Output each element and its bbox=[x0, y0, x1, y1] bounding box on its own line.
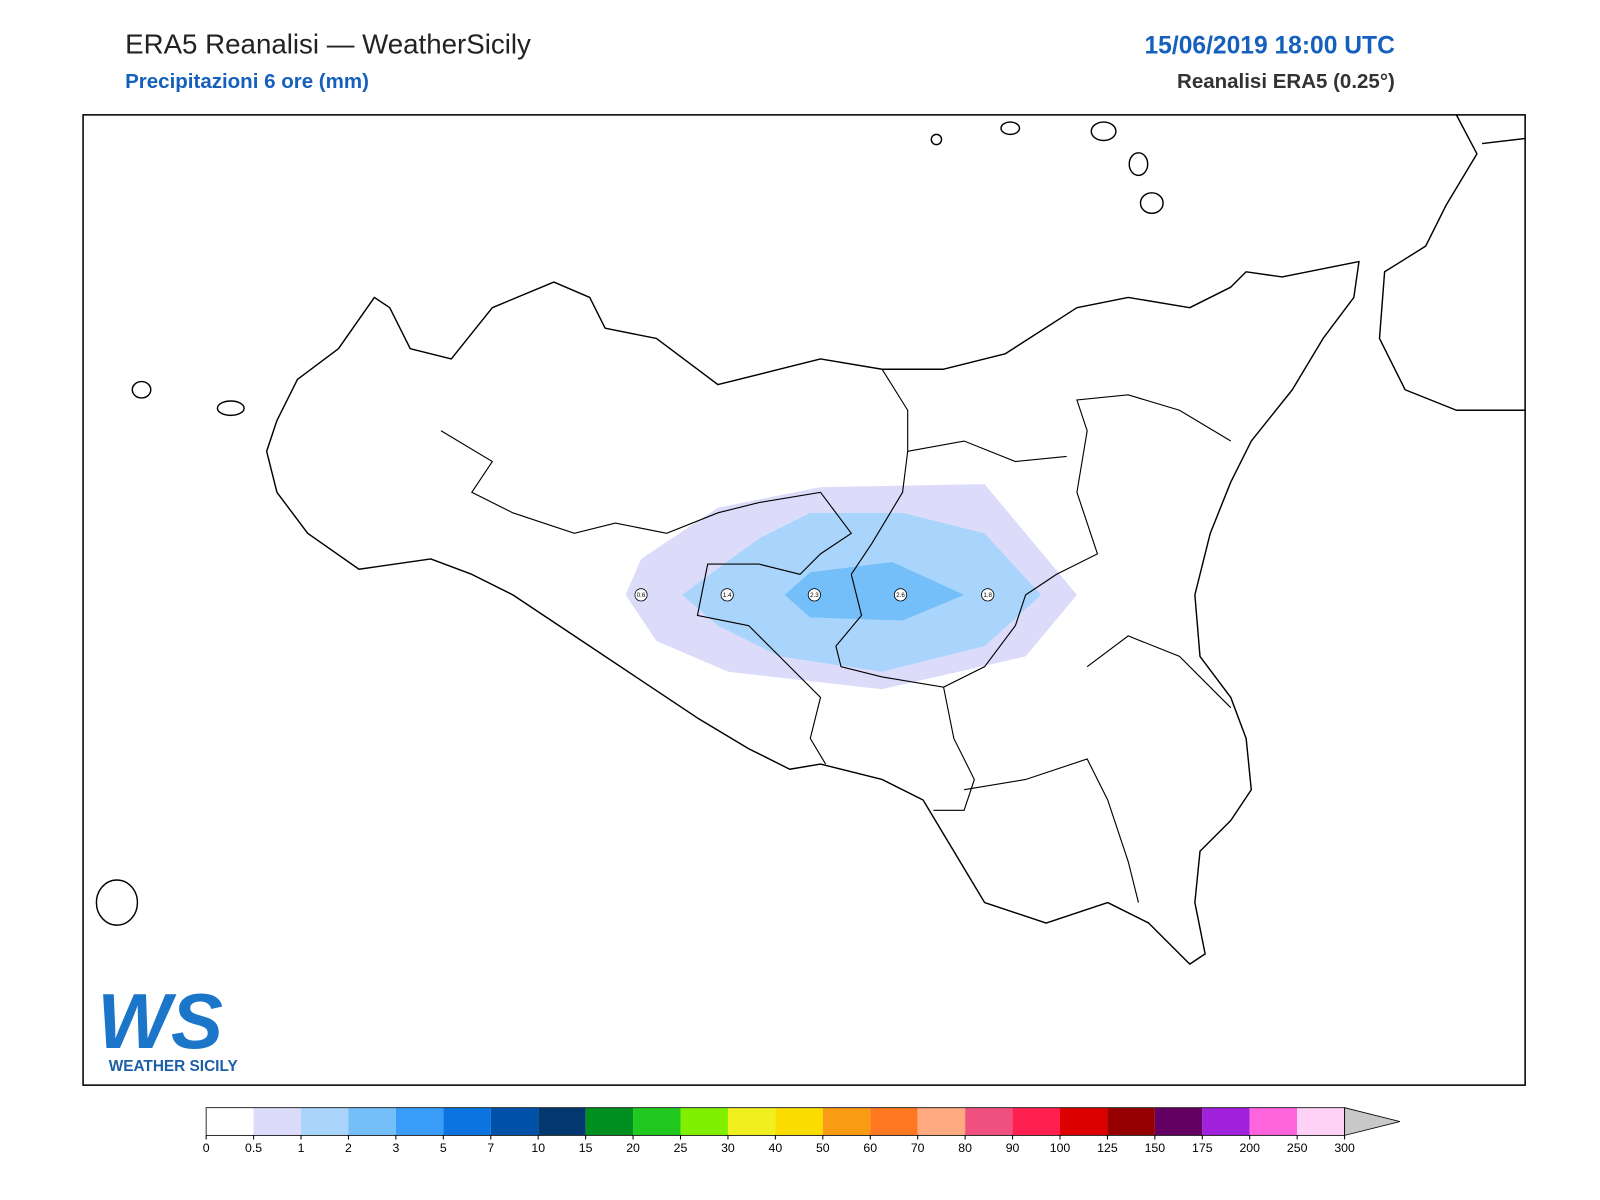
island bbox=[95, 879, 139, 926]
colorbar-label: 20 bbox=[626, 1141, 640, 1155]
colorbar-segment bbox=[253, 1107, 302, 1136]
precip-points: 0.6 1.4 2.3 2.6 1.8 bbox=[634, 588, 995, 602]
colorbar-segment bbox=[585, 1107, 634, 1136]
colorbar-label: 150 bbox=[1145, 1141, 1166, 1155]
colorbar-label: 7 bbox=[487, 1141, 494, 1155]
province-border bbox=[964, 758, 1140, 903]
colorbar-label: 0 bbox=[203, 1141, 210, 1155]
colorbar-segment bbox=[1154, 1107, 1203, 1136]
colorbar-label: 0.5 bbox=[245, 1141, 262, 1155]
point-value: 1.4 bbox=[723, 592, 732, 599]
colorbar-label: 10 bbox=[531, 1141, 545, 1155]
point-value: 2.6 bbox=[896, 592, 905, 599]
title: ERA5 Reanalisi — WeatherSicily bbox=[125, 28, 531, 59]
island bbox=[1128, 152, 1149, 177]
colorbar-label: 80 bbox=[958, 1141, 972, 1155]
colorbar-segment bbox=[680, 1107, 728, 1136]
colorbar-segment bbox=[206, 1107, 254, 1136]
colorbar-segment bbox=[775, 1107, 823, 1136]
province-border bbox=[907, 440, 1067, 463]
colorbar-segment bbox=[348, 1107, 396, 1136]
colorbar-label: 25 bbox=[674, 1141, 688, 1155]
colorbar-segment bbox=[1107, 1107, 1155, 1136]
point-value: 2.3 bbox=[810, 592, 819, 599]
colorbar-label: 1 bbox=[298, 1141, 305, 1155]
subtitle: Precipitazioni 6 ore (mm) bbox=[125, 70, 369, 93]
colorbar-label: 3 bbox=[392, 1141, 399, 1155]
colorbar-segment bbox=[1297, 1107, 1345, 1136]
colorbar: 0 0.5 1 2 3 5 7 10 15 20 25 30 40 50 60 70 80 90 100 125 150… bbox=[203, 1107, 1401, 1155]
province-border bbox=[440, 430, 853, 765]
colorbar-segment bbox=[822, 1107, 871, 1136]
colorbar-label: 200 bbox=[1239, 1141, 1260, 1155]
colorbar-label: 175 bbox=[1192, 1141, 1213, 1155]
colorbar-segment bbox=[490, 1107, 539, 1136]
colorbar-segment bbox=[1249, 1107, 1298, 1136]
colorbar-segment bbox=[1060, 1107, 1108, 1136]
colorbar-label: 250 bbox=[1287, 1141, 1308, 1155]
colorbar-label: 5 bbox=[440, 1141, 447, 1155]
point-marker bbox=[981, 588, 995, 602]
colorbar-segment bbox=[443, 1107, 491, 1136]
island bbox=[131, 380, 152, 399]
island bbox=[1139, 192, 1164, 215]
colorbar-label: 300 bbox=[1334, 1141, 1355, 1155]
island bbox=[216, 400, 245, 417]
coastline bbox=[265, 260, 1360, 965]
precip-area bbox=[784, 562, 965, 621]
colorbar-segment bbox=[1202, 1107, 1250, 1136]
logo-name: WEATHER SICILY bbox=[109, 1058, 238, 1075]
province-border bbox=[835, 368, 1232, 688]
island bbox=[1000, 121, 1021, 136]
colorbar-label: 125 bbox=[1097, 1141, 1118, 1155]
province-border bbox=[1086, 635, 1232, 709]
island bbox=[930, 133, 943, 146]
map: 0.6 1.4 2.3 2.6 1.8 bbox=[82, 114, 1526, 1086]
point-value: 1.8 bbox=[983, 592, 992, 599]
colorbar-segment bbox=[965, 1107, 1013, 1136]
coastline bbox=[1378, 114, 1526, 411]
point-marker bbox=[893, 588, 908, 602]
colorbar-segment bbox=[538, 1107, 586, 1136]
colorbar-label: 2 bbox=[345, 1141, 352, 1155]
colorbar-label: 30 bbox=[721, 1141, 735, 1155]
point-marker bbox=[720, 588, 734, 602]
precip-shading bbox=[625, 484, 1077, 690]
province-border bbox=[933, 687, 975, 811]
island bbox=[1090, 121, 1117, 142]
colorbar-segment bbox=[395, 1107, 444, 1136]
point-marker bbox=[634, 588, 648, 602]
colorbar-label: 60 bbox=[863, 1141, 877, 1155]
colorbar-segment bbox=[633, 1107, 681, 1136]
colorbar-segment bbox=[1012, 1107, 1060, 1136]
logo: WS WEATHER SICILY bbox=[97, 977, 237, 1075]
colorbar-label: 100 bbox=[1050, 1141, 1071, 1155]
colorbar-label: 70 bbox=[911, 1141, 925, 1155]
logo-mark: WS bbox=[97, 977, 223, 1065]
colorbar-segment bbox=[870, 1107, 918, 1136]
colorbar-segment bbox=[727, 1107, 776, 1136]
colorbar-segment bbox=[917, 1107, 966, 1136]
point-marker bbox=[807, 588, 821, 602]
source: Reanalisi ERA5 (0.25°) bbox=[1177, 70, 1395, 93]
colorbar-label: 50 bbox=[816, 1141, 830, 1155]
coastline bbox=[1481, 137, 1526, 145]
colorbar-extend bbox=[1344, 1107, 1401, 1136]
colorbar-label: 40 bbox=[769, 1141, 783, 1155]
colorbar-label: 15 bbox=[579, 1141, 593, 1155]
point-value: 0.6 bbox=[637, 592, 646, 599]
colorbar-label: 90 bbox=[1006, 1141, 1020, 1155]
colorbar-segment bbox=[301, 1107, 349, 1136]
datetime: 15/06/2019 18:00 UTC bbox=[1144, 32, 1395, 59]
